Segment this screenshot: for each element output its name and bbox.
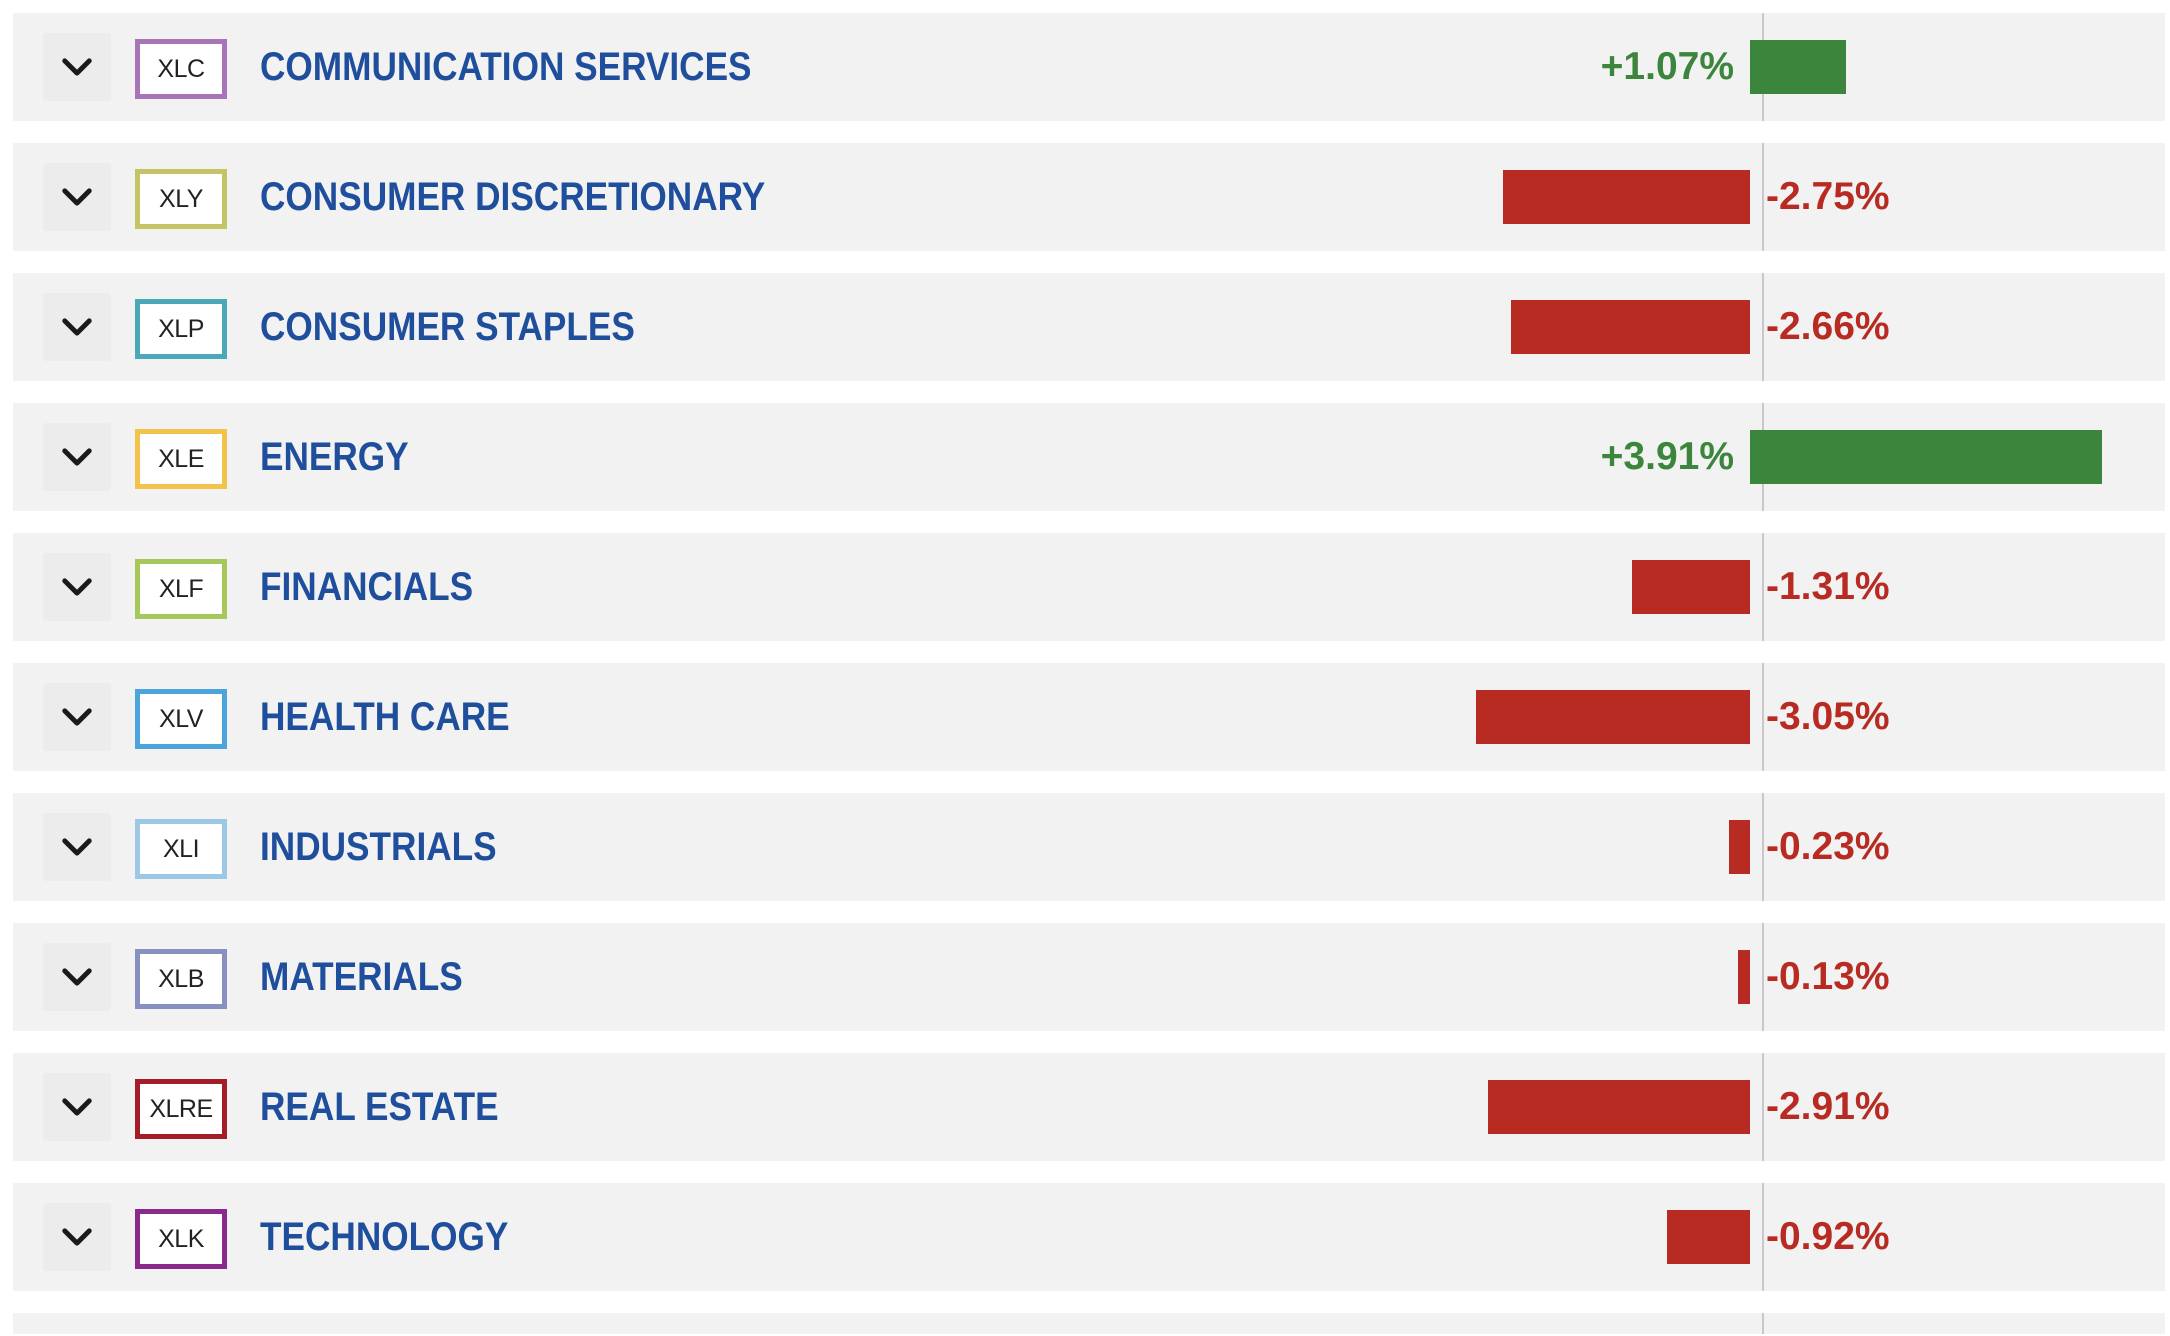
- performance-bar-positive: [1750, 40, 1847, 94]
- chevron-down-icon: [56, 1216, 98, 1258]
- sector-row: XLC COMMUNICATION SERVICES +1.07%: [13, 13, 2165, 121]
- performance-bar-positive: [1750, 430, 2102, 484]
- chevron-down-icon: [56, 176, 98, 218]
- sector-name-link[interactable]: HEALTH CARE: [260, 695, 510, 739]
- sector-name-link[interactable]: ENERGY: [260, 435, 409, 479]
- change-percent: +3.91%: [1600, 435, 1734, 478]
- sector-row: XLRE REAL ESTATE -2.91%: [13, 1053, 2165, 1161]
- sector-name-link[interactable]: TECHNOLOGY: [260, 1215, 509, 1259]
- ticker-badge[interactable]: XLV: [135, 689, 227, 749]
- chevron-down-icon: [56, 696, 98, 738]
- ticker-badge[interactable]: XLK: [135, 1209, 227, 1269]
- chevron-down-icon: [56, 1086, 98, 1128]
- chevron-down-icon: [56, 956, 98, 998]
- zero-axis-line: [1762, 143, 1764, 251]
- sector-name-link[interactable]: MATERIALS: [260, 955, 463, 999]
- sector-name-link[interactable]: INDUSTRIALS: [260, 825, 497, 869]
- sector-name-link[interactable]: REAL ESTATE: [260, 1085, 499, 1129]
- ticker-badge[interactable]: XLP: [135, 299, 227, 359]
- chevron-down-icon: [56, 566, 98, 608]
- expand-button[interactable]: [43, 943, 111, 1011]
- change-percent: -1.31%: [1766, 565, 1890, 608]
- change-percent: -2.75%: [1766, 175, 1890, 218]
- ticker-badge[interactable]: XLI: [135, 819, 227, 879]
- sector-row: XLE ENERGY +3.91%: [13, 403, 2165, 511]
- zero-axis-line: [1762, 1053, 1764, 1161]
- change-percent: -0.13%: [1766, 955, 1890, 998]
- sector-name-link[interactable]: CONSUMER DISCRETIONARY: [260, 175, 766, 219]
- sector-name-link[interactable]: FINANCIALS: [260, 565, 474, 609]
- ticker-badge[interactable]: XLB: [135, 949, 227, 1009]
- sector-row-partial: [13, 1313, 2165, 1334]
- zero-axis-line: [1762, 533, 1764, 641]
- ticker-badge[interactable]: XLC: [135, 39, 227, 99]
- zero-axis-line: [1762, 663, 1764, 771]
- ticker-badge[interactable]: XLF: [135, 559, 227, 619]
- zero-axis-line: [1762, 923, 1764, 1031]
- expand-button[interactable]: [43, 423, 111, 491]
- expand-button[interactable]: [43, 813, 111, 881]
- performance-bar-negative: [1667, 1210, 1750, 1264]
- performance-bar-negative: [1729, 820, 1750, 874]
- change-percent: -0.23%: [1766, 825, 1890, 868]
- change-percent: -2.91%: [1766, 1085, 1890, 1128]
- performance-bar-negative: [1510, 300, 1750, 354]
- chevron-down-icon: [56, 436, 98, 478]
- sector-row: XLI INDUSTRIALS -0.23%: [13, 793, 2165, 901]
- expand-button[interactable]: [43, 553, 111, 621]
- zero-axis-line: [1762, 1313, 1764, 1334]
- expand-button[interactable]: [43, 293, 111, 361]
- expand-button[interactable]: [43, 163, 111, 231]
- expand-button[interactable]: [43, 1203, 111, 1271]
- change-percent: -0.92%: [1766, 1215, 1890, 1258]
- ticker-badge[interactable]: XLRE: [135, 1079, 227, 1139]
- zero-axis-line: [1762, 1183, 1764, 1291]
- change-percent: -2.66%: [1766, 305, 1890, 348]
- sector-row: XLV HEALTH CARE -3.05%: [13, 663, 2165, 771]
- sector-name-link[interactable]: COMMUNICATION SERVICES: [260, 45, 752, 89]
- zero-axis-line: [1762, 273, 1764, 381]
- sector-name-link[interactable]: CONSUMER STAPLES: [260, 305, 635, 349]
- performance-bar-negative: [1488, 1080, 1750, 1134]
- ticker-badge[interactable]: XLY: [135, 169, 227, 229]
- sector-row: XLK TECHNOLOGY -0.92%: [13, 1183, 2165, 1291]
- ticker-badge[interactable]: XLE: [135, 429, 227, 489]
- change-percent: +1.07%: [1600, 45, 1734, 88]
- performance-bar-negative: [1738, 950, 1750, 1004]
- chevron-down-icon: [56, 826, 98, 868]
- chevron-down-icon: [56, 306, 98, 348]
- expand-button[interactable]: [43, 1073, 111, 1141]
- zero-axis-line: [1762, 793, 1764, 901]
- chevron-down-icon: [56, 46, 98, 88]
- sector-row: XLB MATERIALS -0.13%: [13, 923, 2165, 1031]
- performance-bar-negative: [1632, 560, 1750, 614]
- sector-row: XLF FINANCIALS -1.31%: [13, 533, 2165, 641]
- performance-bar-negative: [1475, 690, 1750, 744]
- change-percent: -3.05%: [1766, 695, 1890, 738]
- expand-button[interactable]: [43, 683, 111, 751]
- sector-row: XLP CONSUMER STAPLES -2.66%: [13, 273, 2165, 381]
- performance-bar-negative: [1502, 170, 1750, 224]
- sector-row: XLY CONSUMER DISCRETIONARY -2.75%: [13, 143, 2165, 251]
- expand-button[interactable]: [43, 33, 111, 101]
